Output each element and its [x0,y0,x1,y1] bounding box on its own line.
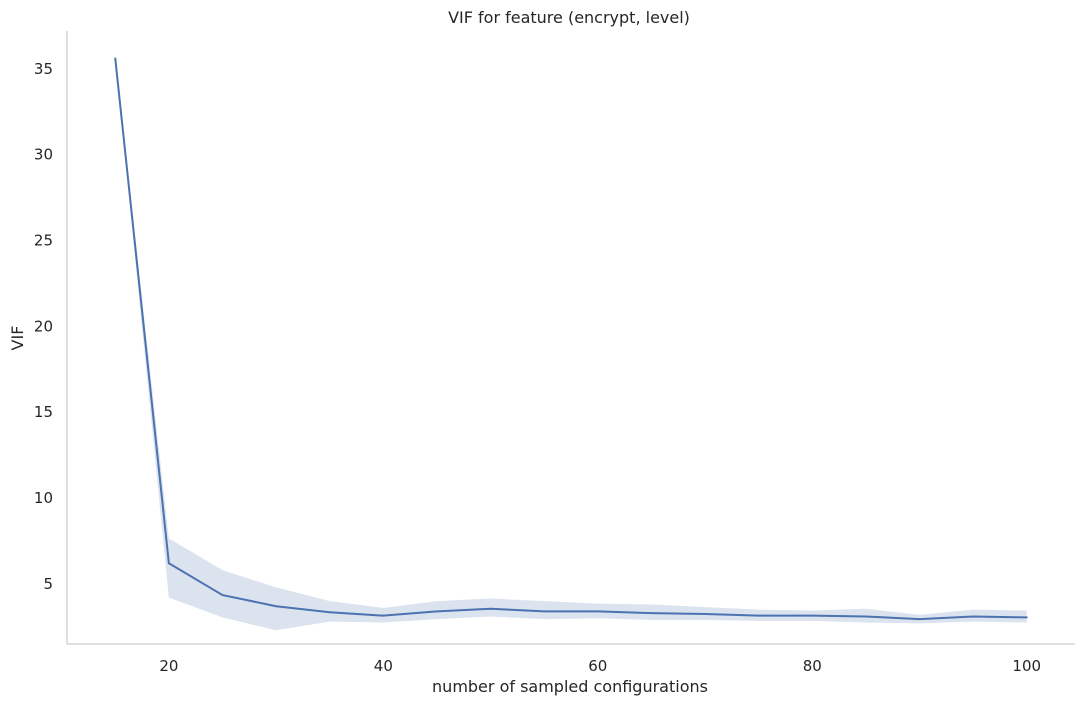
data-point [1025,616,1028,619]
y-tick-label: 20 [34,317,53,335]
data-point [757,614,760,617]
y-tick-label: 25 [34,231,53,249]
y-tick-label: 15 [34,403,53,421]
data-point [328,611,331,614]
data-point [275,605,278,608]
data-point [864,615,867,618]
data-point [167,562,170,565]
data-point [811,614,814,617]
data-point [972,615,975,618]
data-point [596,610,599,613]
x-tick-label: 80 [803,657,822,675]
data-point [114,57,117,60]
x-tick-label: 60 [588,657,607,675]
y-tick-label: 35 [34,60,53,78]
x-tick-label: 40 [374,657,393,675]
chart-title: VIF for feature (encrypt, level) [448,8,690,27]
data-point [543,610,546,613]
confidence-band [115,58,1027,631]
data-point [704,612,707,615]
data-points [114,57,1028,621]
data-point [382,614,385,617]
data-point [918,618,921,621]
data-point [435,610,438,613]
series-line [114,58,1027,621]
y-tick-label: 30 [34,146,53,164]
y-tick-label: 10 [34,489,53,507]
x-tick-label: 20 [159,657,178,675]
y-tick-label: 5 [43,575,53,593]
data-point [650,612,653,615]
data-point [489,607,492,610]
x-tick-label: 100 [1012,657,1041,675]
data-point [221,594,224,597]
x-axis-ticks: 20 40 60 80 100 [159,657,1041,675]
y-axis-title: VIF [8,326,27,351]
x-axis-title: number of sampled configurations [432,677,708,696]
y-axis-ticks: 5 10 15 20 25 30 35 [34,60,53,593]
